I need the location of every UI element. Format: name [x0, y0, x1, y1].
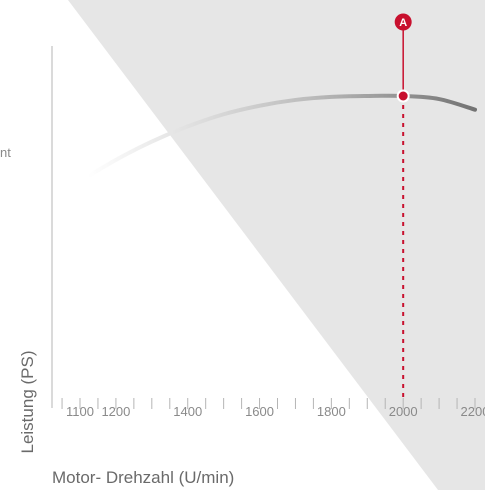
- x-tick-label: 1100: [66, 404, 94, 419]
- y-axis-title: Leistung (PS): [18, 351, 37, 454]
- marker-a-annotation[interactable]: A: [394, 13, 412, 399]
- shaded-background: [68, 0, 485, 490]
- x-tick-label: 2000: [389, 404, 418, 419]
- x-tick-label: 1600: [245, 404, 274, 419]
- x-tick-label: 1800: [317, 404, 346, 419]
- x-tick-label: 2200: [461, 404, 485, 419]
- x-tick-labels: 1100 1200 1400 1600 1800 2000 2200: [66, 404, 485, 419]
- marker-a-badge: [394, 13, 412, 31]
- marker-a-label: A: [399, 17, 407, 29]
- x-tick-label: 1400: [173, 404, 202, 419]
- edge-cut-text: nt: [0, 145, 11, 160]
- x-tick-label: 1200: [101, 404, 130, 419]
- x-axis-title: Motor- Drehzahl (U/min): [52, 468, 234, 487]
- marker-a-point: [396, 89, 410, 103]
- x-axis-ticks: [61, 398, 476, 409]
